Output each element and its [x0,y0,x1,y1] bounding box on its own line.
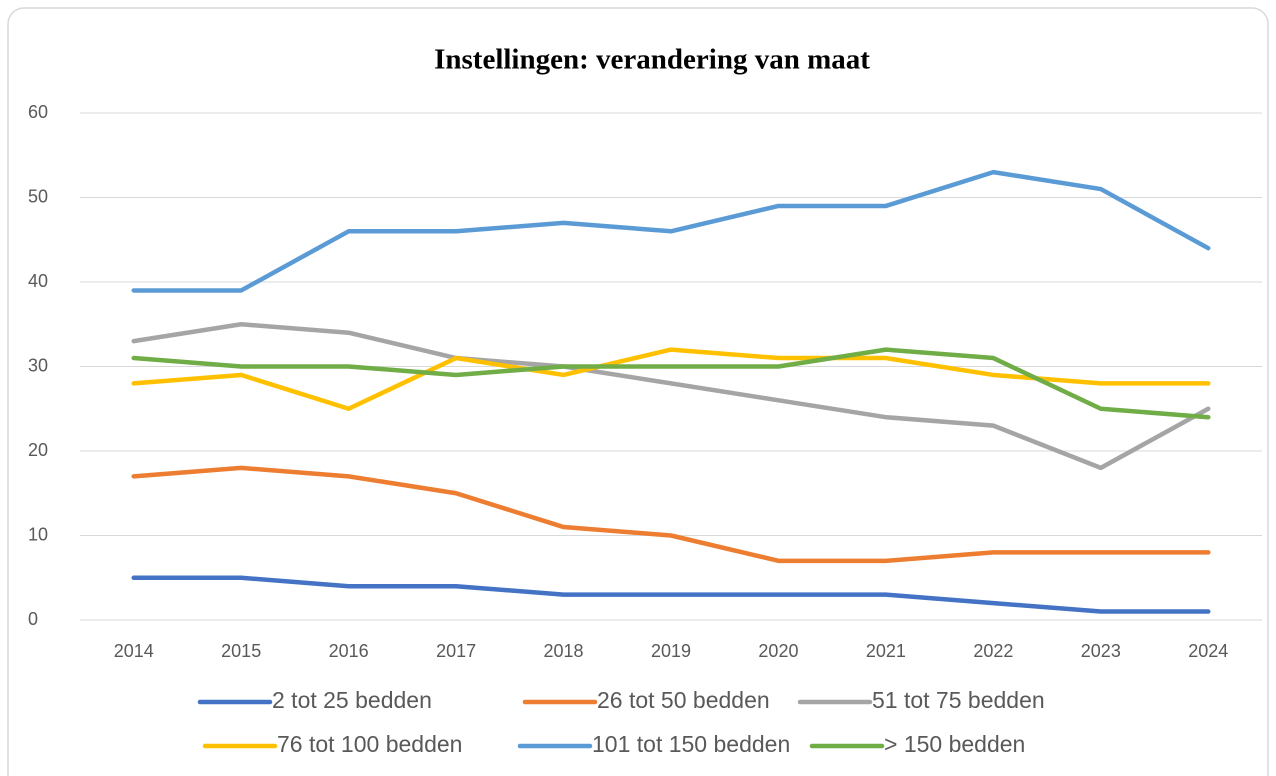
legend-label: 2 tot 25 bedden [272,687,432,713]
x-tick-label: 2014 [114,641,154,661]
x-tick-label: 2021 [866,641,906,661]
y-tick-label: 0 [28,609,38,629]
legend-label: > 150 bedden [884,731,1025,757]
x-tick-label: 2018 [544,641,584,661]
legend-label: 76 tot 100 bedden [277,731,462,757]
legend-label: 51 tot 75 bedden [872,687,1045,713]
y-tick-label: 60 [28,102,48,122]
x-tick-label: 2020 [758,641,798,661]
chart-title: Instellingen: verandering van maat [434,44,870,76]
x-tick-label: 2024 [1188,641,1228,661]
x-tick-label: 2015 [221,641,261,661]
series-line [131,465,1211,564]
series-line [131,322,1211,471]
series-line [131,575,1211,614]
y-tick-label: 10 [28,524,48,544]
series-line [131,169,1211,293]
x-tick-label: 2023 [1081,641,1121,661]
series-line [131,347,1211,411]
legend-label: 101 tot 150 bedden [592,731,790,757]
y-tick-label: 40 [28,271,48,291]
y-tick-label: 20 [28,440,48,460]
y-tick-label: 30 [28,355,48,375]
y-tick-label: 50 [28,186,48,206]
x-tick-label: 2022 [973,641,1013,661]
x-tick-label: 2016 [329,641,369,661]
chart-frame [7,7,1269,776]
x-tick-label: 2017 [436,641,476,661]
series-line [131,347,1211,420]
legend-label: 26 tot 50 bedden [597,687,770,713]
x-tick-label: 2019 [651,641,691,661]
